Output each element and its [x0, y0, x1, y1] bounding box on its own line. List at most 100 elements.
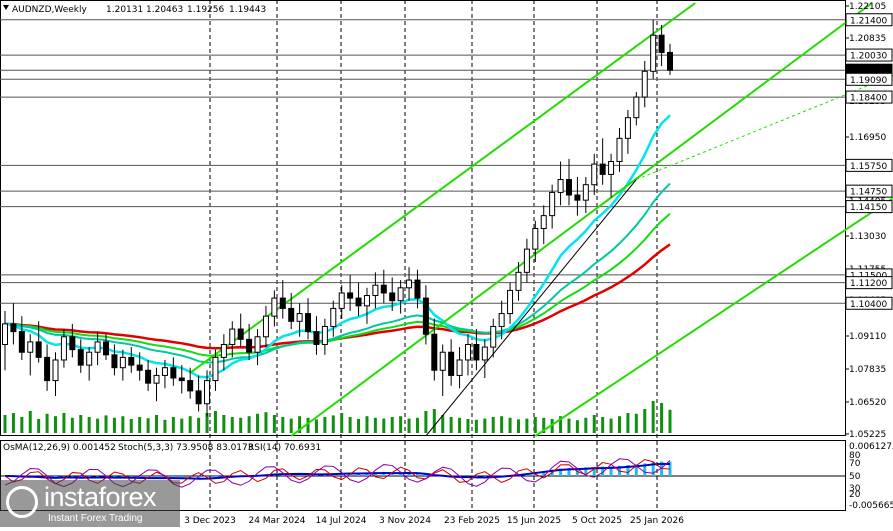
instaforex-logo-icon — [6, 486, 38, 518]
volume-bar — [20, 417, 23, 433]
volume-bar — [4, 415, 7, 433]
volume-bar — [349, 417, 352, 433]
collapse-triangle-icon — [3, 5, 9, 10]
volume-bar — [525, 419, 528, 433]
volume-bar — [660, 403, 663, 433]
x-tick-label: 24 Mar 2024 — [248, 516, 305, 526]
ohlc-low: 1.19256 — [187, 5, 224, 15]
candle-body — [364, 296, 369, 306]
candle-body — [272, 298, 277, 316]
volume-bar — [105, 415, 108, 433]
volume-bar — [222, 415, 225, 433]
candle-body — [583, 185, 588, 200]
candle-body — [45, 357, 50, 380]
x-tick-label: 15 Jun 2025 — [507, 516, 561, 526]
candle-body — [668, 52, 673, 70]
volume-bar — [509, 418, 512, 433]
candle-body — [137, 365, 142, 370]
candle-body — [558, 180, 563, 193]
volume-bar — [643, 409, 646, 433]
x-tick-label: 5 Oct 2025 — [572, 516, 622, 526]
indicator-axis-label: -0.0056654 — [849, 501, 893, 511]
y-tick-label: 1.07835 — [849, 365, 886, 375]
candle-body — [592, 164, 597, 185]
stoch-label: Stoch(5,3,3) 73.9508 83.0173 — [118, 443, 253, 453]
instaforex-watermark: instaforex Instant Forex Trading — [0, 480, 180, 527]
volume-bar — [483, 419, 486, 433]
candle-body — [322, 326, 327, 344]
channel-bottom-green-line — [535, 61, 893, 436]
candle-body — [348, 293, 353, 298]
volume-bar — [450, 417, 453, 433]
volume-bar — [458, 418, 461, 433]
ohlc-high: 1.20463 — [146, 5, 183, 15]
volume-bar — [576, 420, 579, 433]
volume-bar — [433, 409, 436, 433]
price-level-label: 1.14750 — [850, 188, 887, 198]
indicator-axis-label: 70 — [849, 459, 861, 469]
volume-bar — [610, 419, 613, 433]
volume-bar — [517, 419, 520, 433]
candle-body — [3, 324, 8, 345]
volume-bar — [323, 417, 326, 433]
candle-body — [449, 352, 454, 375]
candle-body — [508, 290, 513, 313]
candle-body — [255, 337, 260, 352]
volume-bar — [635, 414, 638, 433]
volume-bar — [601, 417, 604, 433]
candle-body — [457, 360, 462, 375]
candle-body — [533, 229, 538, 250]
candle-body — [53, 360, 58, 381]
candle-body — [171, 368, 176, 378]
volume-bar — [357, 419, 360, 433]
candle-body — [642, 71, 647, 97]
volume-bar — [441, 415, 444, 433]
y-tick-label: 1.22105 — [849, 2, 886, 12]
volume-bar — [29, 411, 32, 433]
candle-body — [516, 272, 521, 290]
candle-body — [87, 352, 92, 365]
volume-bar — [652, 401, 655, 433]
candle-body — [154, 375, 159, 383]
volume-bar — [88, 417, 91, 433]
candle-body — [356, 298, 361, 306]
candle-body — [398, 288, 403, 301]
candle-body — [415, 280, 420, 298]
candle-body — [482, 347, 487, 360]
candle-body — [634, 97, 639, 118]
volume-bar — [96, 419, 99, 433]
candle-body — [297, 314, 302, 322]
candle-body — [95, 342, 100, 352]
candle-body — [263, 316, 268, 337]
candle-body — [289, 308, 294, 321]
volume-bar — [46, 414, 49, 433]
candle-body — [61, 337, 66, 360]
watermark-tagline: Instant Forex Trading — [48, 513, 143, 524]
y-tick-label: 1.20835 — [849, 34, 886, 44]
candle-body — [550, 192, 555, 215]
candle-body — [112, 355, 117, 368]
candle-body — [247, 339, 252, 352]
price-level-label: 1.19090 — [850, 76, 887, 86]
candle-body — [491, 326, 496, 347]
candle-body — [499, 314, 504, 327]
volume-bar — [256, 414, 259, 433]
volume-bar — [626, 413, 629, 433]
y-tick-label: 1.09110 — [849, 332, 886, 342]
volume-bar — [147, 418, 150, 433]
candle-body — [625, 118, 630, 139]
candle-body — [339, 293, 344, 308]
volume-bar — [138, 417, 141, 433]
candle-body — [129, 357, 134, 365]
volume-bar — [231, 417, 234, 433]
volume-bar — [130, 419, 133, 433]
candle-body — [70, 337, 75, 350]
ohlc-close: 1.19443 — [229, 5, 266, 15]
candle-body — [575, 195, 580, 200]
candle-body — [407, 280, 412, 288]
x-tick-label: 14 Jul 2024 — [316, 516, 367, 526]
volume-bar — [248, 416, 251, 433]
rsi-label: RSI(14) 70.6931 — [248, 443, 321, 453]
volume-bar — [214, 411, 217, 433]
